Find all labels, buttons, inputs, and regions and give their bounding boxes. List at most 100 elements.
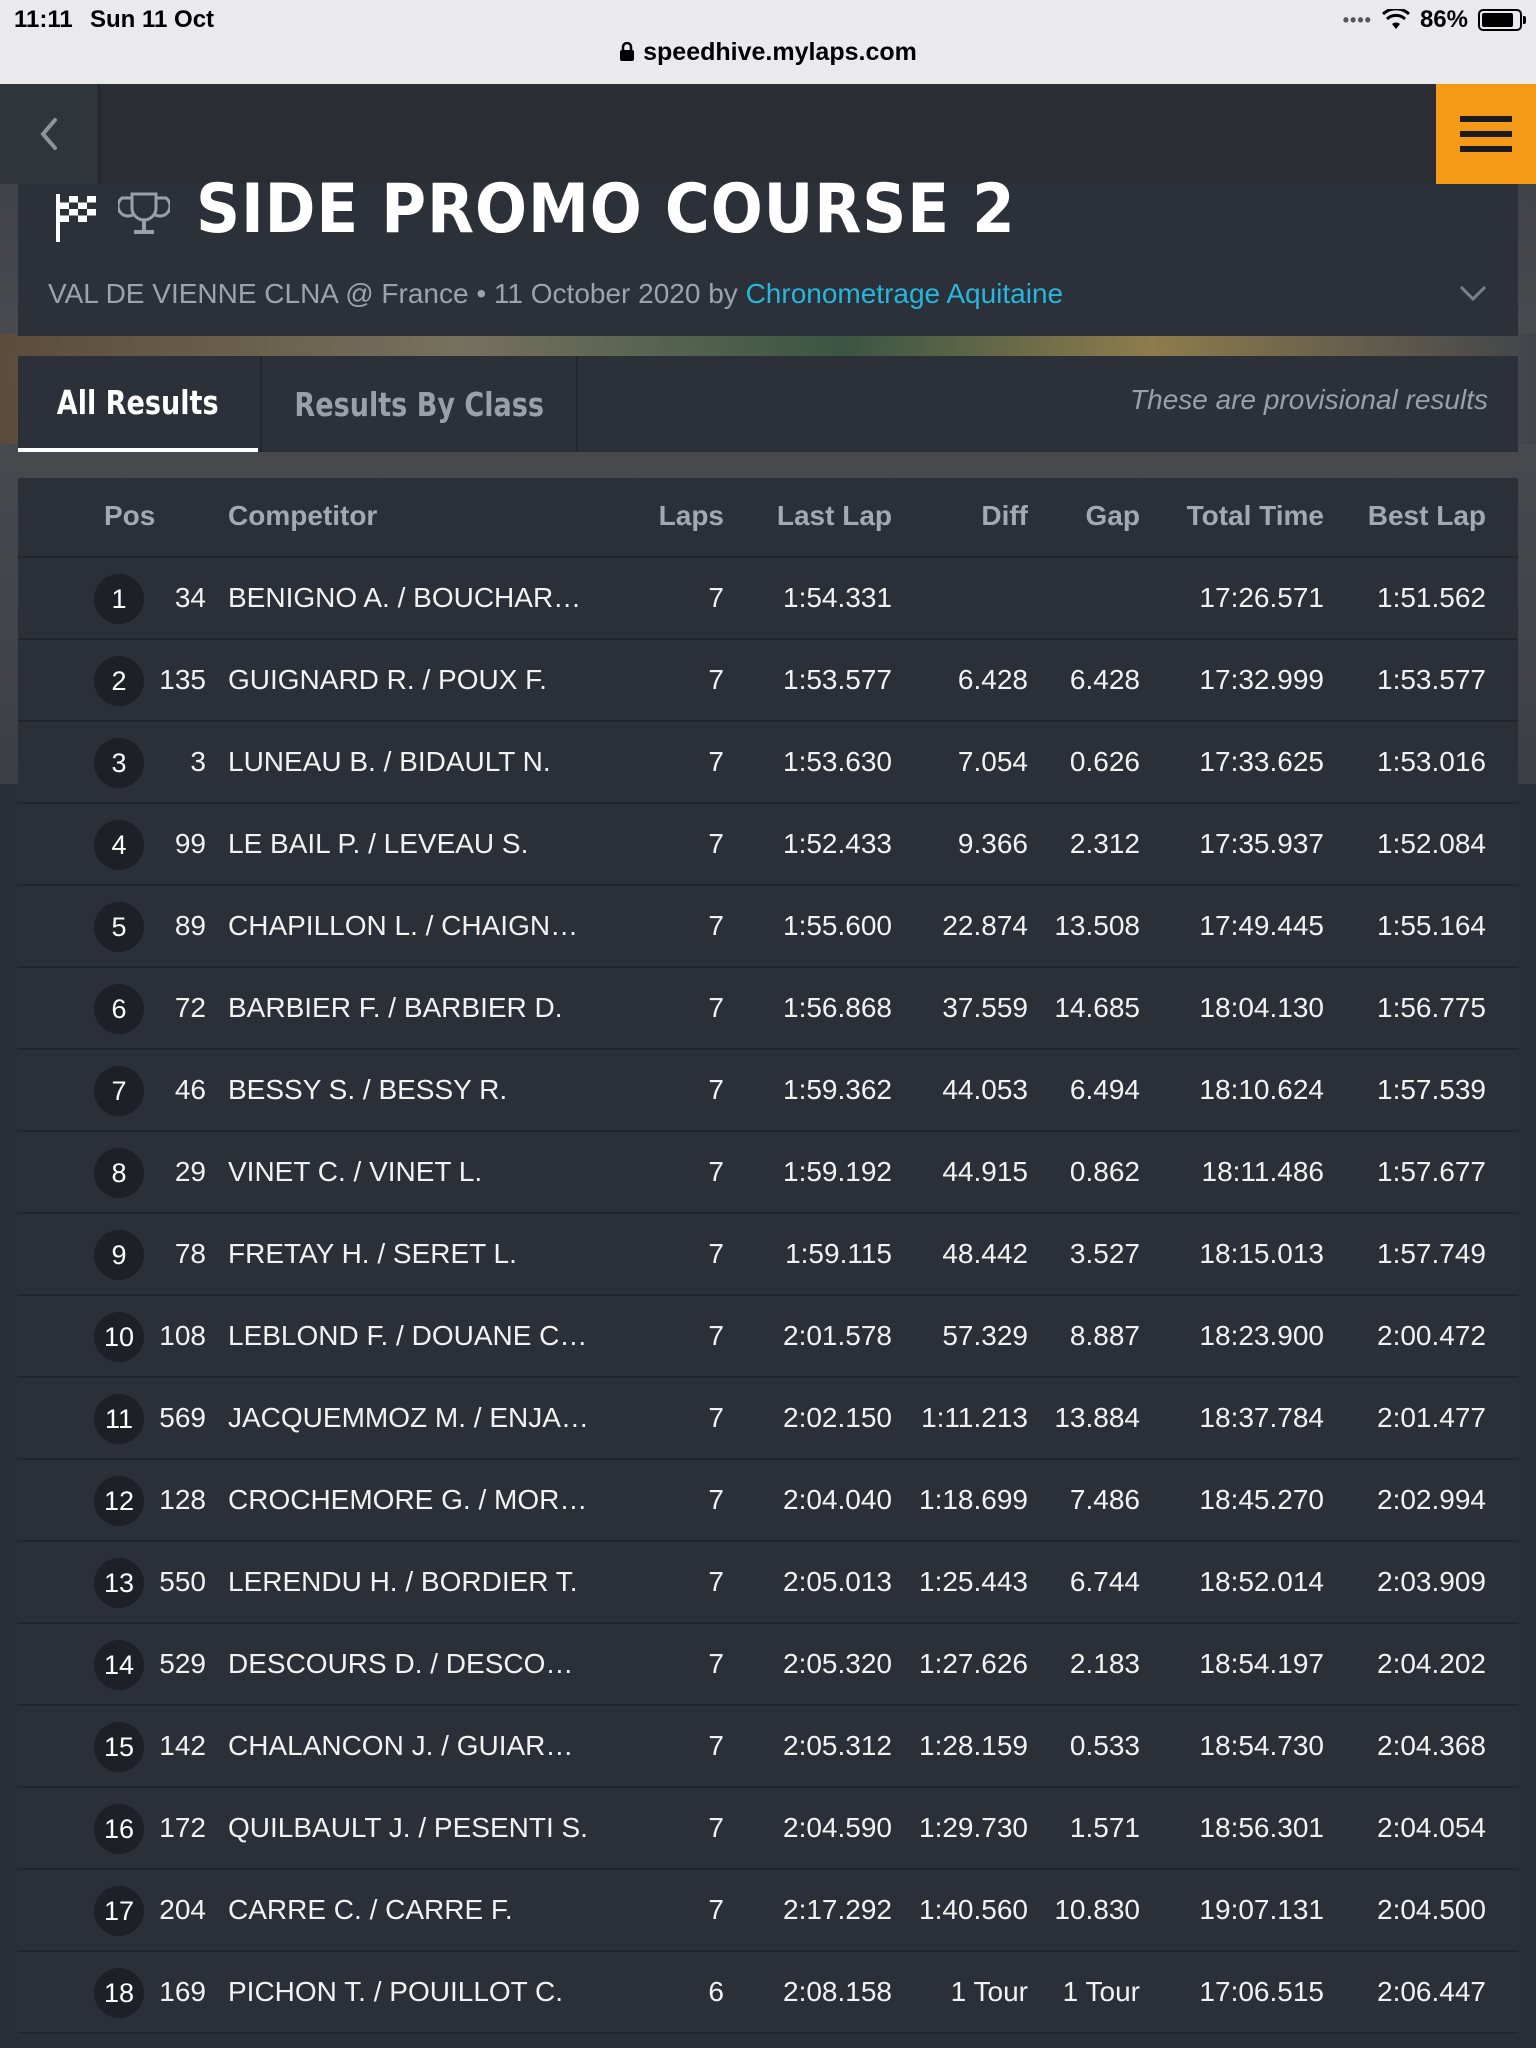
best-lap-cell: 1:53.016 (1377, 746, 1486, 777)
table-row[interactable]: 16 172 QUILBAULT J. / PESENTI S. 7 2:04.590 1… (18, 1788, 1518, 1870)
diff-cell: 1 Tour (950, 1976, 1028, 2007)
competitor-name: DESCOURS D. / DESCO… (228, 1648, 574, 1679)
table-header: Pos Competitor Laps Last Lap Diff Gap To… (18, 478, 1518, 558)
diff-cell: 7.054 (957, 746, 1028, 777)
table-row[interactable]: 9 78 FRETAY H. / SERET L. 7 1:59.115 48.442 3.… (18, 1214, 1518, 1296)
driver-number: 29 (174, 1156, 206, 1187)
best-lap-cell: 2:04.202 (1377, 1648, 1486, 1679)
diff-cell: 48.442 (942, 1238, 1028, 1269)
competitor-name: VINET C. / VINET L. (228, 1156, 483, 1187)
column-header-pos[interactable]: Pos (104, 500, 156, 531)
gap-cell: 0.533 (1069, 1730, 1140, 1761)
gap-cell: 10.830 (1054, 1894, 1140, 1925)
position-badge: 12 (94, 1476, 144, 1526)
laps-cell: 6 (708, 1976, 724, 2007)
gap-cell: 2.312 (1069, 828, 1140, 859)
gap-cell: 6.494 (1069, 1074, 1140, 1105)
table-row[interactable]: 2 135 GUIGNARD R. / POUX F. 7 1:53.577 6.428 6… (18, 640, 1518, 722)
address-bar[interactable]: speedhive.mylaps.com (0, 38, 1536, 69)
table-row[interactable]: 7 46 BESSY S. / BESSY R. 7 1:59.362 44.053 6.4… (18, 1050, 1518, 1132)
table-row[interactable]: 5 89 CHAPILLON L. / CHAIGN… 7 1:55.600 22.874… (18, 886, 1518, 968)
diff-cell: 1:27.626 (919, 1648, 1028, 1679)
last-lap-cell: 2:05.312 (783, 1730, 892, 1761)
driver-number: 529 (159, 1648, 206, 1679)
diff-cell: 1:25.443 (919, 1566, 1028, 1597)
gap-cell: 2.183 (1069, 1648, 1140, 1679)
organizer-link[interactable]: Chronometrage Aquitaine (745, 278, 1064, 309)
back-button[interactable] (0, 84, 100, 184)
table-row[interactable]: 6 72 BARBIER F. / BARBIER D. 7 1:56.868 37.55… (18, 968, 1518, 1050)
table-row[interactable]: 10 108 LEBLOND F. / DOUANE C… 7 2:01.578 57.3… (18, 1296, 1518, 1378)
tab-all-results[interactable]: All Results (18, 356, 258, 452)
event-header: SIDE PROMO COURSE 2 VAL DE VIENNE CLNA @… (18, 170, 1518, 336)
page-title: SIDE PROMO COURSE 2 (196, 170, 1016, 249)
table-row[interactable]: 12 128 CROCHEMORE G. / MOR… 7 2:04.040 1:18.6… (18, 1460, 1518, 1542)
diff-cell: 1:18.699 (919, 1484, 1028, 1515)
table-row[interactable]: 14 529 DESCOURS D. / DESCO… 7 2:05.320 1:27.6… (18, 1624, 1518, 1706)
total-time-cell: 18:56.301 (1199, 1812, 1324, 1843)
column-header-laps[interactable]: Laps (658, 500, 724, 531)
table-row[interactable]: 4 99 LE BAIL P. / LEVEAU S. 7 1:52.433 9.366 2… (18, 804, 1518, 886)
provisional-notice: These are provisional results (1130, 384, 1488, 415)
gap-cell: 6.744 (1069, 1566, 1140, 1597)
column-header-best-lap[interactable]: Best Lap (1367, 500, 1486, 531)
total-time-cell: 18:04.130 (1199, 992, 1324, 1023)
total-time-cell: 19:07.131 (1199, 1894, 1324, 1925)
position-badge: 8 (94, 1148, 144, 1198)
column-header-diff[interactable]: Diff (981, 500, 1028, 531)
last-lap-cell: 2:05.013 (783, 1566, 892, 1597)
position-badge: 15 (94, 1722, 144, 1772)
best-lap-cell: 1:51.562 (1377, 582, 1486, 613)
laps-cell: 7 (708, 1484, 724, 1515)
laps-cell: 7 (708, 664, 724, 695)
driver-number: 34 (174, 582, 206, 613)
gap-cell: 3.527 (1069, 1238, 1140, 1269)
diff-cell: 1:29.730 (919, 1812, 1028, 1843)
best-lap-cell: 1:57.677 (1377, 1156, 1486, 1187)
menu-button[interactable] (1436, 84, 1536, 184)
table-row[interactable]: 13 550 LERENDU H. / BORDIER T. 7 2:05.013 1:2… (18, 1542, 1518, 1624)
diff-cell: 9.366 (957, 828, 1028, 859)
table-row[interactable]: 8 29 VINET C. / VINET L. 7 1:59.192 44.915 0.8… (18, 1132, 1518, 1214)
best-lap-cell: 1:55.164 (1377, 910, 1486, 941)
position-badge: 7 (94, 1066, 144, 1116)
table-row[interactable]: 17 204 CARRE C. / CARRE F. 7 2:17.292 1:40.56… (18, 1870, 1518, 1952)
gap-cell: 1.571 (1069, 1812, 1140, 1843)
position-badge: 17 (94, 1886, 144, 1936)
laps-cell: 7 (708, 1648, 724, 1679)
total-time-cell: 18:10.624 (1199, 1074, 1324, 1105)
position-badge: 2 (94, 656, 144, 706)
best-lap-cell: 2:03.909 (1377, 1566, 1486, 1597)
best-lap-cell: 2:06.447 (1377, 1976, 1486, 2007)
column-header-last-lap[interactable]: Last Lap (776, 500, 892, 531)
gap-cell: 7.486 (1069, 1484, 1140, 1515)
laps-cell: 7 (708, 828, 724, 859)
table-row[interactable]: 18 169 PICHON T. / POUILLOT C. 6 2:08.158 1 T… (18, 1952, 1518, 2034)
column-header-competitor[interactable]: Competitor (228, 500, 378, 531)
table-row[interactable]: 15 142 CHALANCON J. / GUIAR… 7 2:05.312 1:28.… (18, 1706, 1518, 1788)
driver-number: 135 (159, 664, 206, 695)
driver-number: 569 (159, 1402, 206, 1433)
results-table: Pos Competitor Laps Last Lap Diff Gap To… (18, 478, 1518, 2034)
driver-number: 128 (159, 1484, 206, 1515)
position-badge: 3 (94, 738, 144, 788)
table-row[interactable]: 11 569 JACQUEMMOZ M. / ENJA… 7 2:02.150 1:11.… (18, 1378, 1518, 1460)
laps-cell: 7 (708, 1812, 724, 1843)
competitor-name: LEBLOND F. / DOUANE C… (228, 1320, 588, 1351)
driver-number: 3 (190, 746, 206, 777)
laps-cell: 7 (708, 1402, 724, 1433)
table-row[interactable]: 1 34 BENIGNO A. / BOUCHAR… 7 1:54.331 17:26.5… (18, 558, 1518, 640)
last-lap-cell: 2:02.150 (783, 1402, 892, 1433)
column-header-gap[interactable]: Gap (1085, 500, 1140, 531)
total-time-cell: 18:54.730 (1199, 1730, 1324, 1761)
table-row[interactable]: 3 3 LUNEAU B. / BIDAULT N. 7 1:53.630 7.054 0.… (18, 722, 1518, 804)
column-header-total-time[interactable]: Total Time (1186, 500, 1324, 531)
total-time-cell: 17:33.625 (1199, 746, 1324, 777)
top-navigation (0, 84, 1536, 184)
last-lap-cell: 1:59.192 (783, 1156, 892, 1187)
tab-results-by-class[interactable]: Results By Class (260, 356, 578, 452)
chevron-down-icon[interactable] (1458, 284, 1488, 302)
total-time-cell: 18:15.013 (1199, 1238, 1324, 1269)
laps-cell: 7 (708, 1894, 724, 1925)
driver-number: 550 (159, 1566, 206, 1597)
